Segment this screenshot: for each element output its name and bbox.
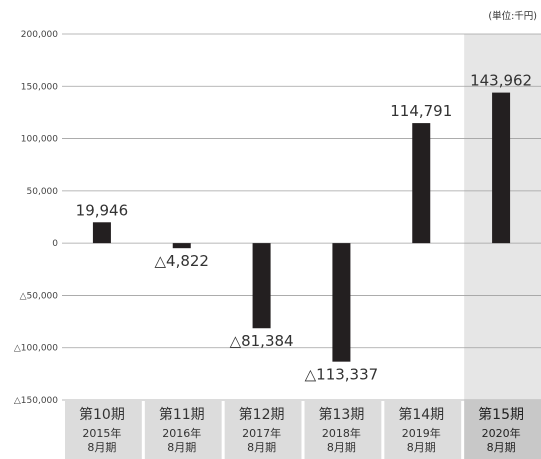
category-cell-background	[224, 400, 302, 459]
data-label-3: △81,384	[230, 332, 294, 350]
bar-6	[492, 92, 511, 244]
category-month-label: 8月期	[407, 441, 436, 454]
bar-4	[332, 243, 351, 362]
category-axis: 第10期2015年8月期第11期2016年8月期第12期2017年8月期第13期…	[65, 400, 541, 459]
bar-2	[172, 243, 191, 249]
y-tick-label: 100,000	[21, 135, 58, 145]
data-labels: 19,946 △4,822 △81,384 △113,337 114,791 143,96…	[76, 72, 532, 384]
category-period-label: 第15期	[478, 406, 524, 423]
category-year-label: 2019年	[402, 426, 441, 440]
category-cell-background	[384, 400, 462, 459]
category-year-label: 2015年	[82, 426, 121, 440]
category-period-label: 第13期	[319, 406, 365, 423]
y-tick-label: 50,000	[27, 187, 59, 197]
category-period-label: 第11期	[159, 406, 205, 423]
category-year-label: 2018年	[322, 426, 361, 440]
category-month-label: 8月期	[487, 441, 516, 454]
category-month-label: 8月期	[87, 441, 116, 454]
category-cell-background	[304, 400, 382, 459]
category-month-label: 8月期	[167, 441, 196, 454]
y-tick-label: 0	[52, 239, 58, 249]
bar-5	[412, 123, 431, 244]
unit-label: (単位:千円)	[488, 10, 537, 22]
category-year-label: 2020年	[482, 426, 521, 440]
category-year-label: 2017年	[242, 426, 281, 440]
data-label-2: △4,822	[155, 252, 209, 270]
category-cell-background	[464, 400, 541, 459]
bar-3	[252, 243, 271, 329]
y-axis-tick-labels: 200,000 150,000 100,000 50,000 0 △50,000 △100,…	[14, 30, 58, 406]
category-cell-background	[65, 400, 142, 459]
y-tick-label: 150,000	[21, 82, 58, 92]
y-tick-label: △100,000	[14, 344, 58, 354]
data-label-6: 143,962	[470, 72, 532, 90]
bars	[92, 92, 511, 362]
data-label-4: △113,337	[305, 366, 379, 384]
y-tick-label: △50,000	[20, 291, 59, 301]
category-month-label: 8月期	[247, 441, 276, 454]
y-tick-label: 200,000	[21, 30, 58, 40]
data-label-1: 19,946	[76, 201, 129, 219]
category-month-label: 8月期	[327, 441, 356, 454]
category-cell-background	[144, 400, 222, 459]
category-period-label: 第14期	[398, 406, 444, 423]
data-label-5: 114,791	[390, 102, 452, 120]
category-period-label: 第12期	[239, 406, 285, 423]
category-year-label: 2016年	[162, 426, 201, 440]
y-tick-label: △150,000	[14, 396, 58, 406]
category-period-label: 第10期	[79, 406, 125, 423]
bar-1	[92, 222, 111, 244]
